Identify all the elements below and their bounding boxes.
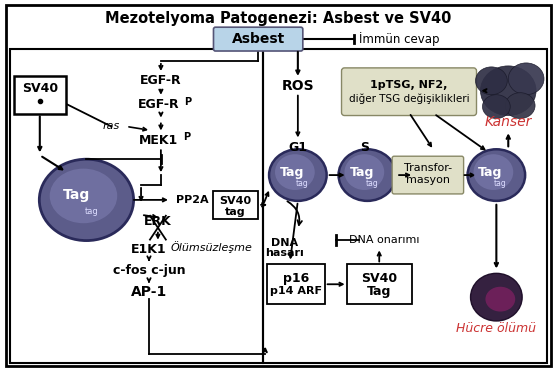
FancyBboxPatch shape [213, 27, 303, 51]
Text: Hücre ölümü: Hücre ölümü [456, 322, 536, 335]
FancyBboxPatch shape [392, 156, 463, 194]
Text: tag: tag [85, 207, 98, 216]
Ellipse shape [481, 66, 536, 115]
Ellipse shape [339, 149, 396, 201]
Text: P: P [184, 96, 191, 106]
Text: p16: p16 [283, 272, 309, 285]
Ellipse shape [471, 273, 522, 321]
Text: Asbest: Asbest [232, 32, 285, 46]
Text: diğer TSG değişiklikleri: diğer TSG değişiklikleri [349, 93, 470, 104]
Text: SV40: SV40 [361, 272, 397, 285]
Text: masyon: masyon [406, 175, 450, 185]
Ellipse shape [50, 169, 117, 223]
Ellipse shape [344, 154, 384, 190]
Text: E1K1: E1K1 [131, 243, 167, 256]
Text: tag: tag [225, 207, 246, 217]
Text: Tag: Tag [367, 285, 392, 298]
Text: PP2A: PP2A [176, 195, 208, 205]
Text: tag: tag [366, 178, 379, 187]
Ellipse shape [509, 63, 544, 95]
Text: SV40: SV40 [22, 82, 58, 95]
Ellipse shape [505, 93, 535, 118]
Text: tag: tag [295, 178, 308, 187]
Text: ras: ras [102, 121, 120, 131]
FancyBboxPatch shape [341, 68, 476, 115]
Ellipse shape [486, 287, 515, 312]
Text: Kanser: Kanser [485, 115, 532, 129]
Text: ROS: ROS [281, 79, 314, 93]
Text: Transfor-: Transfor- [404, 163, 452, 173]
Text: DNA: DNA [271, 237, 299, 247]
Ellipse shape [482, 95, 510, 118]
Text: İmmün cevap: İmmün cevap [359, 32, 440, 46]
Text: Ölümsüzleşme: Ölümsüzleşme [171, 242, 253, 253]
Text: Tag: Tag [63, 188, 90, 202]
Text: EGF-R: EGF-R [140, 74, 182, 87]
Bar [14, 76, 66, 114]
Ellipse shape [467, 149, 525, 201]
Text: AP-1: AP-1 [131, 285, 167, 299]
Text: EGF-R: EGF-R [138, 98, 180, 111]
Text: MEK1: MEK1 [139, 134, 179, 147]
Ellipse shape [473, 154, 513, 190]
Text: 1pTSG, NF2,: 1pTSG, NF2, [370, 80, 448, 90]
Text: p14 ARF: p14 ARF [270, 286, 322, 296]
Ellipse shape [275, 154, 315, 190]
Ellipse shape [269, 149, 326, 201]
Text: Mezotelyoma Patogenezi: Asbest ve SV40: Mezotelyoma Patogenezi: Asbest ve SV40 [105, 11, 451, 26]
Text: S: S [360, 141, 369, 154]
Bar [213, 191, 258, 219]
Text: Tag: Tag [478, 165, 502, 178]
Bar [10, 49, 263, 363]
Text: SV40: SV40 [219, 196, 251, 206]
Text: c-fos c-jun: c-fos c-jun [113, 264, 185, 277]
Bar [348, 265, 412, 304]
Text: hasarı: hasarı [266, 249, 304, 259]
Ellipse shape [40, 159, 134, 240]
Ellipse shape [476, 67, 507, 95]
Text: tag: tag [494, 178, 507, 187]
Bar [267, 265, 325, 304]
Text: P: P [183, 132, 190, 142]
Text: Tag: Tag [280, 165, 304, 178]
Text: DNA onarımı: DNA onarımı [349, 234, 419, 244]
Text: G1: G1 [289, 141, 307, 154]
Text: Tag: Tag [350, 165, 374, 178]
Text: ERK: ERK [144, 215, 172, 228]
Bar [263, 49, 547, 363]
